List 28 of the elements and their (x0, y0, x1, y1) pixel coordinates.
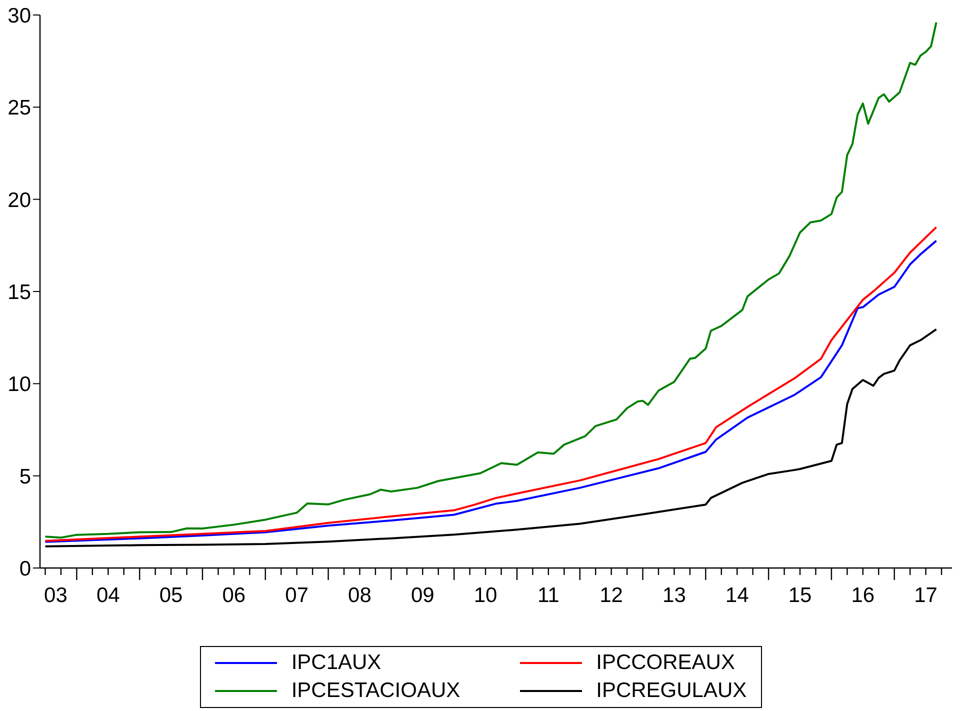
y-tick-label: 25 (8, 96, 31, 120)
x-tick-label: 10 (474, 584, 498, 607)
line-series (44, 328, 938, 548)
x-tick-label: 03 (44, 584, 68, 607)
x-tick-label: 08 (348, 584, 372, 607)
x-tick-label: 05 (159, 584, 183, 607)
y-tick-label: 15 (8, 280, 31, 304)
x-tick-label: 14 (725, 584, 750, 607)
legend-label: IPCESTACIOAUX (291, 678, 460, 704)
y-tick-label: 20 (8, 188, 31, 212)
x-tick-label: 16 (851, 584, 875, 607)
y-tick-label: 0 (19, 557, 31, 580)
x-tick-label: 13 (662, 584, 686, 607)
y-tick-label: 30 (8, 4, 31, 28)
x-tick-label: 11 (538, 584, 560, 607)
x-tick-label: 06 (222, 584, 246, 607)
x-tick-label: 17 (914, 584, 938, 607)
x-tick-label: 12 (600, 584, 623, 607)
x-tick-label: 04 (96, 584, 120, 607)
legend-label: IPCCOREAUX (596, 650, 735, 676)
y-tick-label: 10 (8, 373, 31, 396)
legend-label: IPCREGULAUX (596, 678, 747, 704)
line-series (44, 21, 938, 539)
x-tick-label: 15 (788, 584, 812, 607)
y-tick-label: 5 (19, 465, 31, 488)
x-tick-label: 09 (410, 584, 434, 607)
x-tick-label: 07 (285, 584, 309, 607)
legend-label: IPC1AUX (291, 650, 382, 676)
